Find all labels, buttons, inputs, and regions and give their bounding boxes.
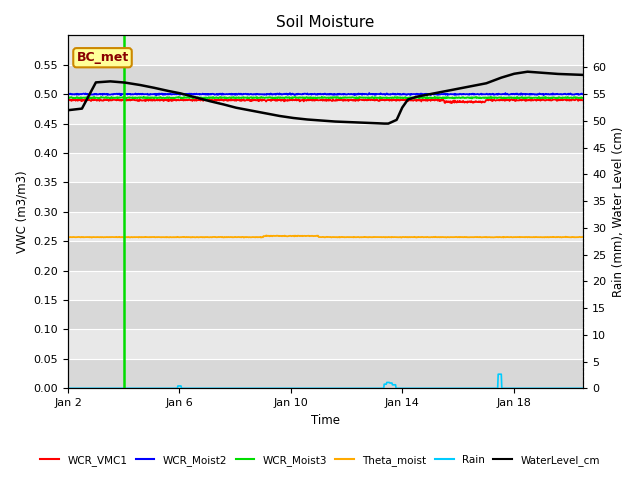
Bar bbox=[68, 329, 583, 359]
Bar bbox=[68, 65, 583, 94]
X-axis label: Time: Time bbox=[311, 414, 340, 427]
Title: Soil Moisture: Soil Moisture bbox=[276, 15, 375, 30]
Bar bbox=[68, 300, 583, 329]
Bar bbox=[68, 271, 583, 300]
Bar bbox=[68, 241, 583, 271]
Bar bbox=[68, 123, 583, 153]
Bar bbox=[68, 182, 583, 212]
Text: BC_met: BC_met bbox=[76, 51, 129, 64]
Y-axis label: VWC (m3/m3): VWC (m3/m3) bbox=[15, 170, 28, 253]
Bar bbox=[68, 212, 583, 241]
Y-axis label: Rain (mm), Water Level (cm): Rain (mm), Water Level (cm) bbox=[612, 127, 625, 297]
Legend: WCR_VMC1, WCR_Moist2, WCR_Moist3, Theta_moist, Rain, WaterLevel_cm: WCR_VMC1, WCR_Moist2, WCR_Moist3, Theta_… bbox=[36, 451, 604, 470]
Bar bbox=[68, 359, 583, 388]
Bar bbox=[68, 153, 583, 182]
Bar bbox=[68, 94, 583, 123]
